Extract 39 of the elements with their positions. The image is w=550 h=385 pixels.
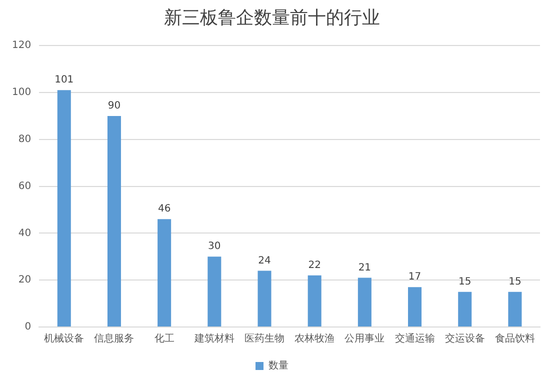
data-label: 17 xyxy=(408,272,422,283)
x-tick-label: 化工 xyxy=(154,332,174,345)
x-tick-label: 农林牧渔 xyxy=(294,332,335,345)
chart-title: 新三板鲁企数量前十的行业 xyxy=(164,7,380,28)
data-label: 30 xyxy=(208,241,221,252)
bar xyxy=(208,256,222,326)
y-tick-label: 0 xyxy=(24,322,32,333)
data-label: 22 xyxy=(308,260,321,272)
x-tick-label: 医药生物 xyxy=(244,332,284,345)
x-tick-label: 食品饮料 xyxy=(494,332,535,345)
y-tick-label: 40 xyxy=(18,228,32,239)
bar xyxy=(258,270,272,326)
bar xyxy=(408,287,422,326)
x-tick-label: 交通运输 xyxy=(394,332,435,345)
bar xyxy=(508,292,522,326)
x-tick-label: 交运设备 xyxy=(444,332,485,345)
data-label: 101 xyxy=(54,74,74,86)
data-label: 15 xyxy=(508,276,522,288)
bar xyxy=(57,90,71,326)
y-tick-label: 60 xyxy=(18,180,32,192)
x-tick-label: 建筑材料 xyxy=(193,332,234,345)
bar xyxy=(308,275,322,326)
bar xyxy=(458,292,472,326)
bar xyxy=(107,116,121,326)
data-label: 46 xyxy=(158,204,171,215)
data-label: 21 xyxy=(358,262,372,274)
x-tick-label: 信息服务 xyxy=(94,332,134,345)
y-tick-label: 20 xyxy=(18,274,32,286)
data-label: 15 xyxy=(458,276,472,288)
x-tick-label: 公用事业 xyxy=(344,332,385,345)
data-label: 90 xyxy=(108,100,121,112)
y-tick-label: 80 xyxy=(18,134,32,145)
bar xyxy=(158,219,172,326)
data-label: 24 xyxy=(258,255,271,266)
y-tick-label: 120 xyxy=(12,40,32,52)
y-tick-label: 100 xyxy=(12,87,32,98)
x-tick-label: 机械设备 xyxy=(44,332,84,345)
bar xyxy=(358,278,372,326)
legend-label: 数量 xyxy=(268,360,288,372)
